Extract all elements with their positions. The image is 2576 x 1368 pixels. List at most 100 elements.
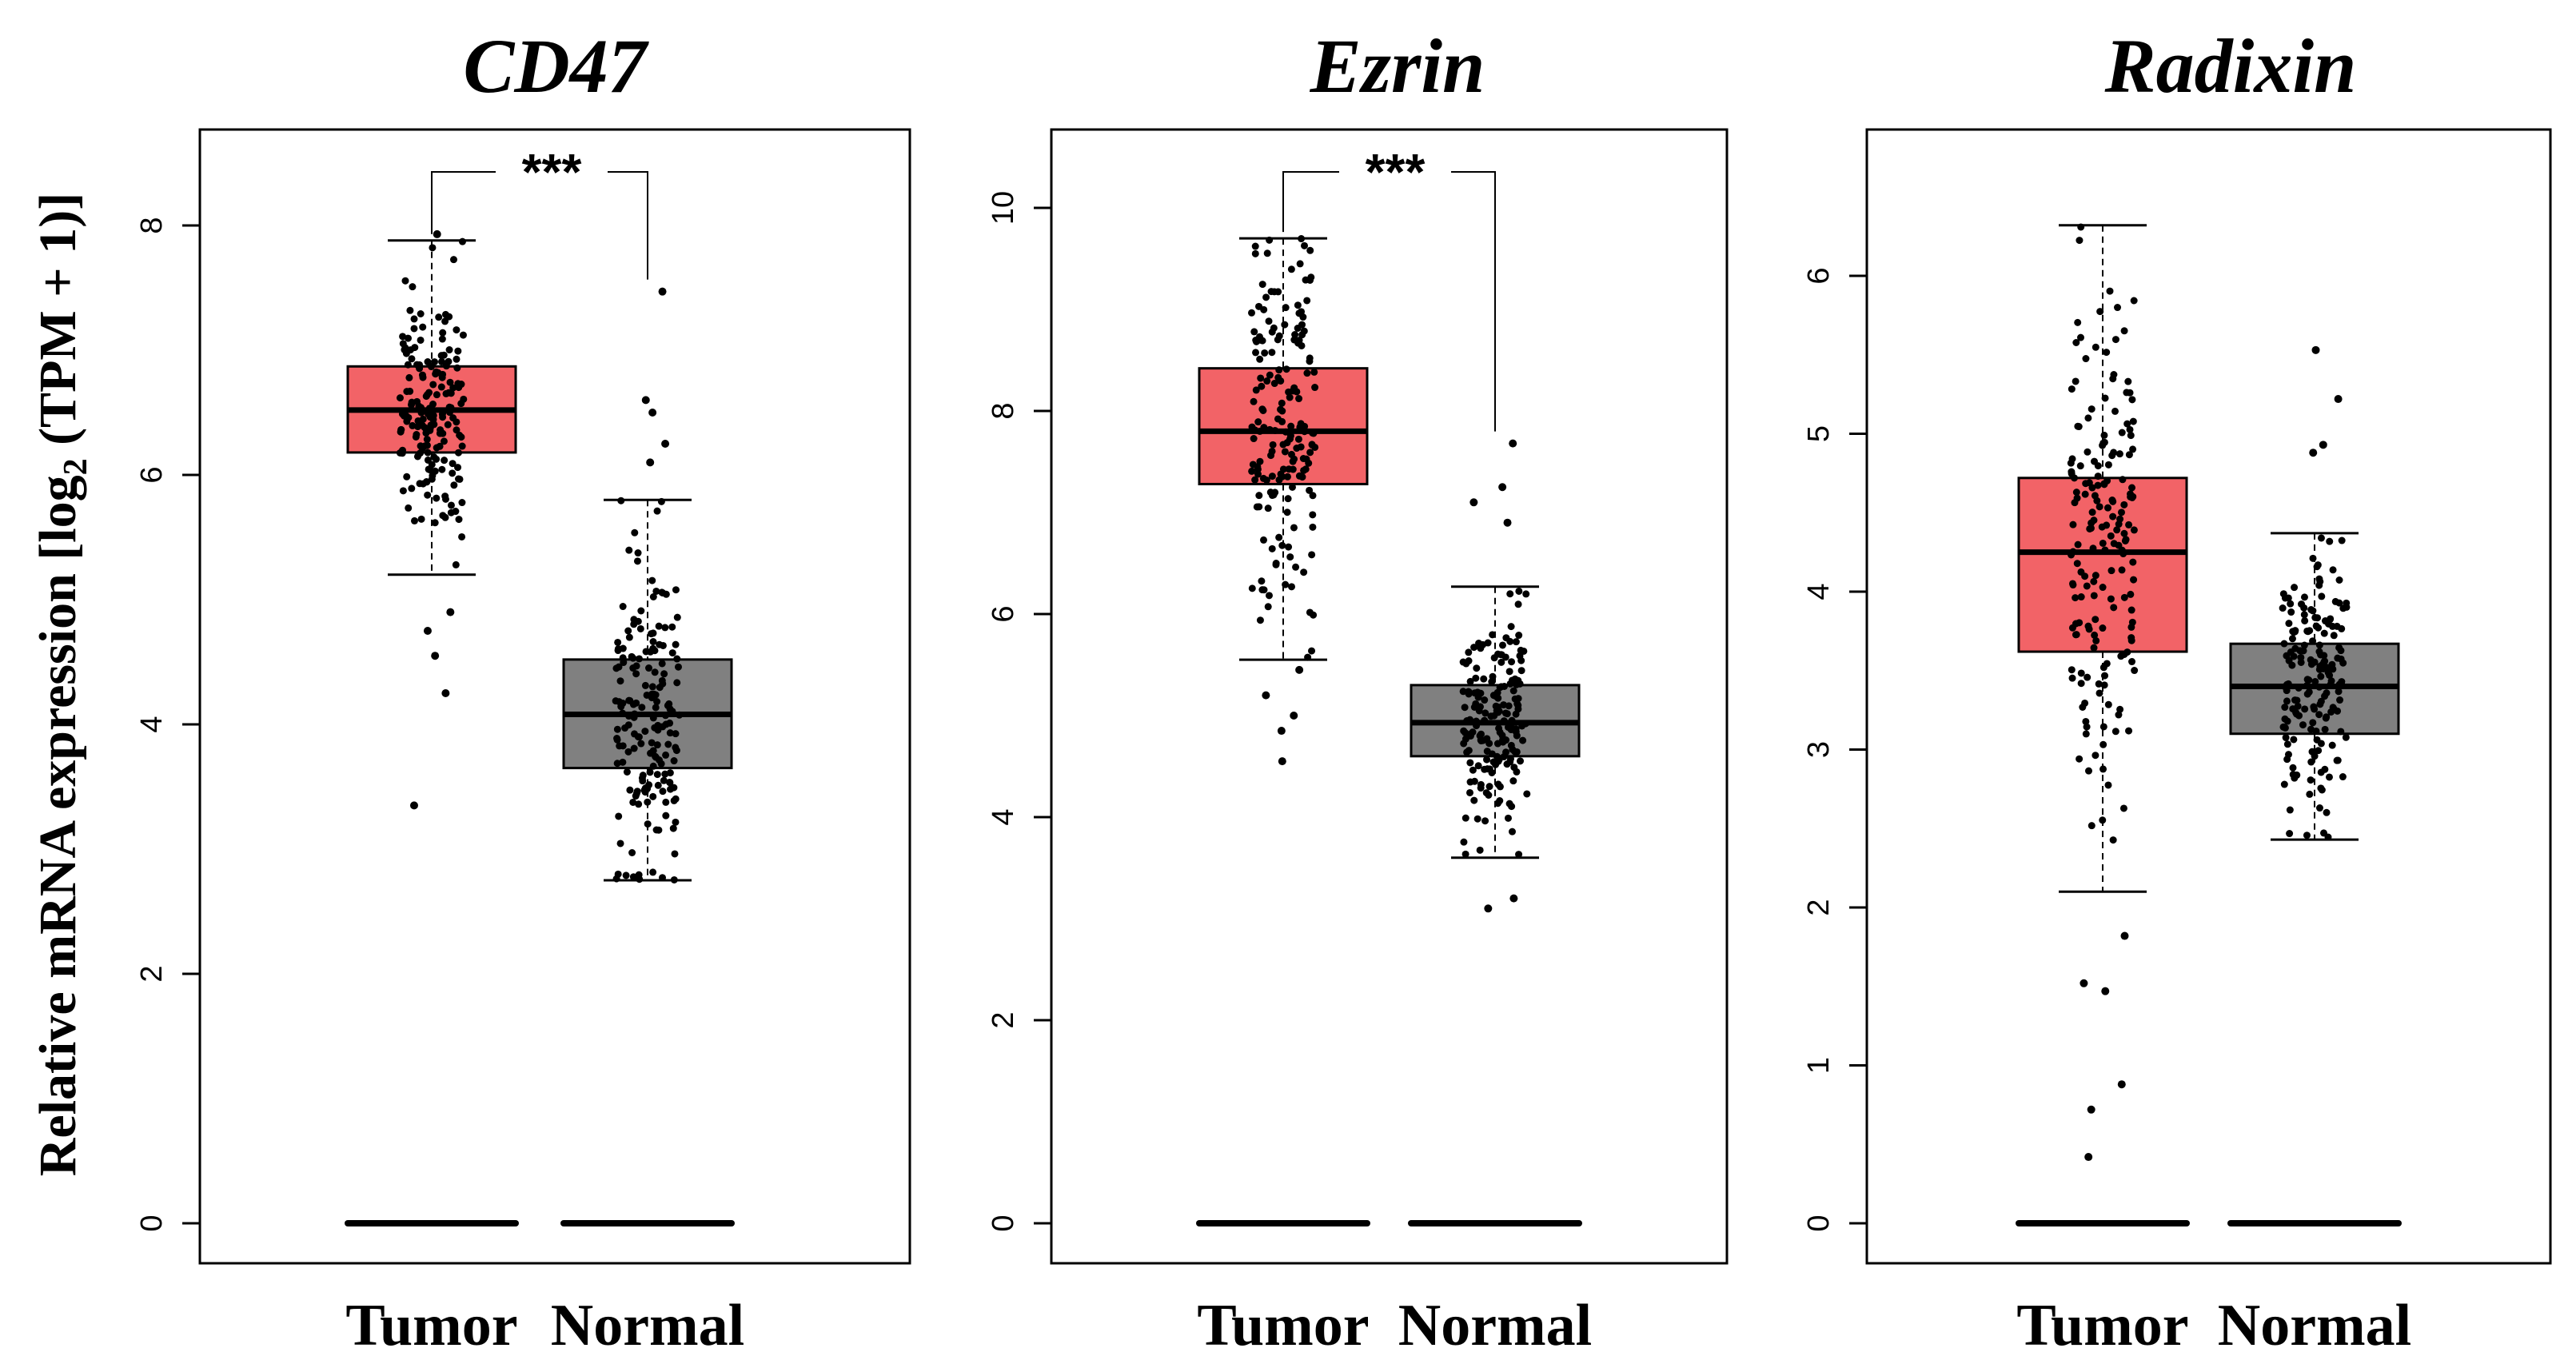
- data-point: [2104, 461, 2112, 469]
- data-point: [612, 697, 620, 705]
- data-point: [458, 442, 466, 450]
- data-point: [1258, 577, 1266, 585]
- data-point: [2115, 711, 2123, 719]
- data-point: [1268, 544, 1276, 552]
- data-point: [2317, 697, 2325, 705]
- data-point: [2103, 349, 2111, 357]
- data-point: [1260, 305, 1268, 313]
- data-point: [1475, 640, 1483, 648]
- data-point: [1288, 483, 1296, 491]
- data-point: [2329, 566, 2337, 574]
- outlier-point: [1509, 894, 1518, 903]
- data-point: [2299, 647, 2307, 655]
- data-point: [2294, 702, 2302, 710]
- data-point: [648, 576, 656, 584]
- data-point: [1250, 435, 1258, 443]
- data-point: [2324, 668, 2332, 676]
- data-point: [1250, 328, 1258, 336]
- data-point: [2125, 520, 2133, 528]
- data-point: [1473, 664, 1481, 672]
- data-point: [1506, 590, 1514, 598]
- data-point: [1474, 762, 1482, 770]
- data-point: [2289, 764, 2297, 772]
- data-point: [2129, 445, 2137, 453]
- data-point: [1256, 616, 1264, 624]
- data-point: [2315, 581, 2323, 589]
- data-point: [2071, 474, 2079, 482]
- data-point: [1504, 814, 1512, 822]
- data-point: [446, 378, 454, 386]
- data-point: [2297, 653, 2305, 661]
- data-point: [1470, 644, 1478, 652]
- data-point: [2104, 700, 2112, 708]
- data-point: [2299, 721, 2307, 729]
- data-point: [638, 704, 646, 712]
- data-point: [641, 728, 649, 736]
- data-point: [2095, 689, 2103, 697]
- data-point: [1269, 441, 1277, 449]
- data-point: [658, 660, 666, 668]
- data-point: [2083, 582, 2091, 590]
- data-point: [2084, 622, 2092, 630]
- data-point: [1523, 790, 1531, 798]
- data-point: [436, 429, 444, 437]
- data-point: [649, 593, 657, 601]
- data-point: [670, 875, 678, 883]
- data-point: [408, 355, 416, 363]
- data-point: [2128, 658, 2136, 666]
- data-point: [2290, 652, 2298, 660]
- data-point: [1262, 293, 1270, 301]
- data-point: [1310, 611, 1318, 619]
- data-points: [1459, 439, 1531, 913]
- y-tick-label: 6: [1802, 267, 1836, 284]
- data-point: [2095, 680, 2103, 688]
- data-point: [2090, 516, 2098, 524]
- data-point: [614, 638, 622, 646]
- data-point: [673, 679, 681, 687]
- data-point: [2072, 631, 2080, 639]
- data-point: [1286, 553, 1294, 561]
- data-point: [664, 740, 672, 748]
- data-point: [2084, 673, 2092, 681]
- data-point: [2113, 526, 2121, 534]
- y-tick-label: 6: [987, 605, 1020, 622]
- data-point: [433, 494, 441, 502]
- data-point: [2115, 541, 2123, 549]
- data-point: [2286, 806, 2294, 814]
- data-point: [1306, 449, 1314, 457]
- data-point: [2092, 636, 2100, 644]
- data-point: [2309, 554, 2317, 562]
- data-point: [2110, 604, 2118, 612]
- data-point: [630, 744, 638, 752]
- data-point: [674, 663, 682, 671]
- data-point: [1296, 260, 1304, 268]
- data-point: [438, 335, 446, 343]
- data-point: [632, 790, 640, 798]
- data-point: [2335, 599, 2343, 607]
- plot-frame: [198, 128, 911, 1265]
- data-point: [654, 781, 662, 789]
- data-point: [1290, 524, 1298, 532]
- data-point: [454, 380, 462, 388]
- data-point: [2300, 604, 2308, 612]
- data-point: [1309, 523, 1317, 531]
- data-point: [435, 313, 443, 321]
- data-point: [615, 812, 623, 820]
- data-point: [442, 389, 450, 397]
- data-point: [2301, 705, 2309, 713]
- data-point: [441, 317, 449, 325]
- data-point: [1508, 828, 1516, 836]
- data-point: [2283, 756, 2291, 764]
- data-point: [2081, 490, 2089, 498]
- data-point: [2099, 723, 2107, 731]
- data-point: [2287, 600, 2295, 608]
- data-point: [628, 849, 636, 857]
- y-axis: 0 1 2 3 4 5 6: [1802, 267, 1867, 1232]
- data-point: [1268, 473, 1276, 481]
- data-point: [1252, 349, 1260, 357]
- data-point: [1275, 533, 1283, 541]
- data-point: [660, 776, 668, 784]
- data-point: [2072, 377, 2080, 385]
- data-point: [1496, 728, 1504, 736]
- data-point: [1496, 797, 1504, 805]
